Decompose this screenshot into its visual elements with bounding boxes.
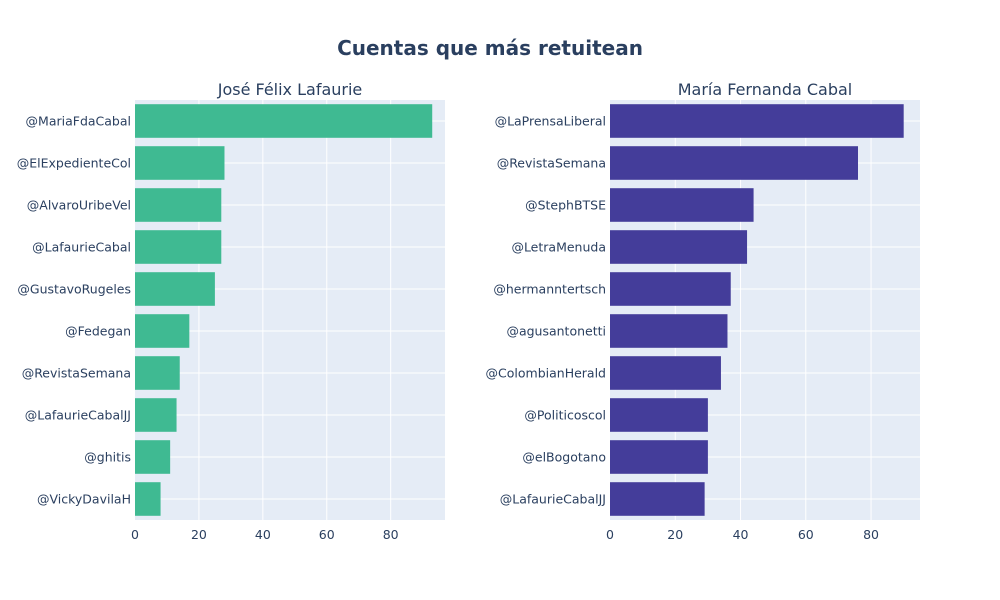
x-tick-label: 40 xyxy=(733,527,749,542)
bar[interactable] xyxy=(610,398,708,432)
y-tick-label: @RevistaSemana xyxy=(497,156,606,171)
bar[interactable] xyxy=(135,314,190,348)
bar[interactable] xyxy=(610,272,731,306)
x-tick-label: 20 xyxy=(667,527,683,542)
y-tick-label: @hermanntertsch xyxy=(493,282,606,297)
bar[interactable] xyxy=(610,314,728,348)
y-tick-label: @Politicoscol xyxy=(524,408,606,423)
bar[interactable] xyxy=(135,356,180,390)
y-tick-label: @ghitis xyxy=(84,450,131,465)
y-tick-label: @LaPrensaLiberal xyxy=(495,114,606,129)
panel-cabal: 0 20 40 60 80 @LaPrensaLiberal @RevistaSemana @… xyxy=(486,80,920,542)
y-tick-label: @GustavoRugeles xyxy=(17,282,131,297)
bar[interactable] xyxy=(135,104,433,138)
bar[interactable] xyxy=(610,104,904,138)
bar[interactable] xyxy=(135,272,215,306)
x-tick-label: 80 xyxy=(863,527,879,542)
y-tick-label: @LafaurieCabal xyxy=(32,240,131,255)
x-tick-label: 40 xyxy=(255,527,271,542)
y-tick-label: @StephBTSE xyxy=(525,198,606,213)
bar[interactable] xyxy=(610,482,705,516)
bar[interactable] xyxy=(610,230,748,264)
y-tick-label: @elBogotano xyxy=(522,450,606,465)
x-tick-label: 0 xyxy=(606,527,614,542)
bar[interactable] xyxy=(610,440,708,474)
y-tick-label: @RevistaSemana xyxy=(22,366,131,381)
subplot-title: María Fernanda Cabal xyxy=(678,80,853,99)
y-tick-label: @LafaurieCabalJJ xyxy=(500,492,606,507)
panel-lafaurie: 0 20 40 60 80 @MariaFdaCabal @ElExpedienteCol @… xyxy=(17,80,445,542)
bar[interactable] xyxy=(610,188,754,222)
x-tick-label: 60 xyxy=(319,527,335,542)
x-tick-label: 60 xyxy=(798,527,814,542)
bar[interactable] xyxy=(135,146,225,180)
bar[interactable] xyxy=(135,188,222,222)
y-tick-label: @AlvaroUribeVel xyxy=(27,198,131,213)
y-tick-label: @MariaFdaCabal xyxy=(26,114,131,129)
x-tick-label: 20 xyxy=(191,527,207,542)
bar[interactable] xyxy=(610,146,858,180)
bar[interactable] xyxy=(135,440,171,474)
y-tick-label: @agusantonetti xyxy=(506,324,606,339)
chart-title: Cuentas que más retuitean xyxy=(337,36,643,60)
y-tick-label: @ColombianHerald xyxy=(486,366,606,381)
y-tick-label: @LafaurieCabalJJ xyxy=(25,408,131,423)
y-tick-label: @Fedegan xyxy=(65,324,131,339)
y-tick-label: @LetraMenuda xyxy=(511,240,606,255)
y-tick-label: @VickyDavilaH xyxy=(37,492,131,507)
bar[interactable] xyxy=(135,230,222,264)
bar[interactable] xyxy=(135,398,177,432)
bar[interactable] xyxy=(610,356,721,390)
x-tick-label: 80 xyxy=(383,527,399,542)
subplot-title: José Félix Lafaurie xyxy=(217,80,363,99)
y-tick-label: @ElExpedienteCol xyxy=(17,156,131,171)
bar[interactable] xyxy=(135,482,161,516)
x-tick-label: 0 xyxy=(131,527,139,542)
